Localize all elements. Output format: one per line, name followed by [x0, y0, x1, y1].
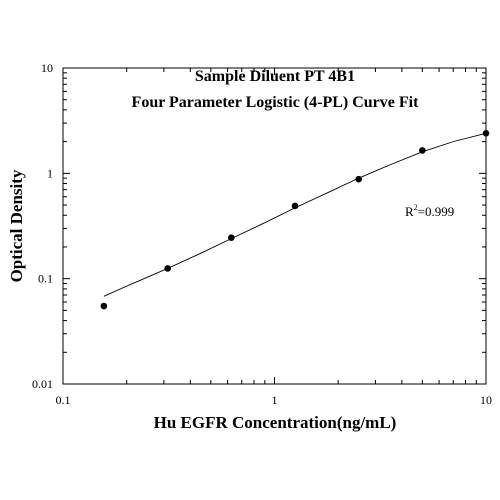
- data-point: [228, 234, 235, 241]
- data-point: [100, 302, 108, 310]
- chart-subtitle: Four Parameter Logistic (4-PL) Curve Fit: [132, 94, 420, 111]
- data-points: [100, 129, 490, 310]
- y-axis: 0.01 0.1 1 10: [32, 61, 486, 391]
- x-axis: 0.1 1 10: [56, 68, 492, 407]
- data-point: [419, 147, 426, 154]
- plot-frame: [62, 67, 487, 385]
- y-tick-label: 10: [41, 61, 53, 75]
- x-tick-label: 0.1: [56, 393, 71, 407]
- x-tick-label: 10: [480, 393, 492, 407]
- y-tick-label: 0.1: [38, 272, 53, 286]
- r-squared-annotation: R2=0.999: [405, 203, 454, 219]
- data-point: [164, 265, 171, 272]
- data-point: [355, 175, 362, 183]
- y-axis-label: Optical Density: [7, 169, 26, 282]
- x-tick-label: 1: [272, 393, 278, 407]
- x-axis-label: Hu EGFR Concentration(ng/mL): [154, 413, 397, 432]
- data-point: [291, 202, 299, 210]
- y-tick-label: 0.01: [32, 377, 53, 391]
- y-tick-label: 1: [47, 166, 53, 180]
- data-point: [482, 129, 490, 137]
- chart-title: Sample Diluent PT 4B1: [195, 68, 355, 85]
